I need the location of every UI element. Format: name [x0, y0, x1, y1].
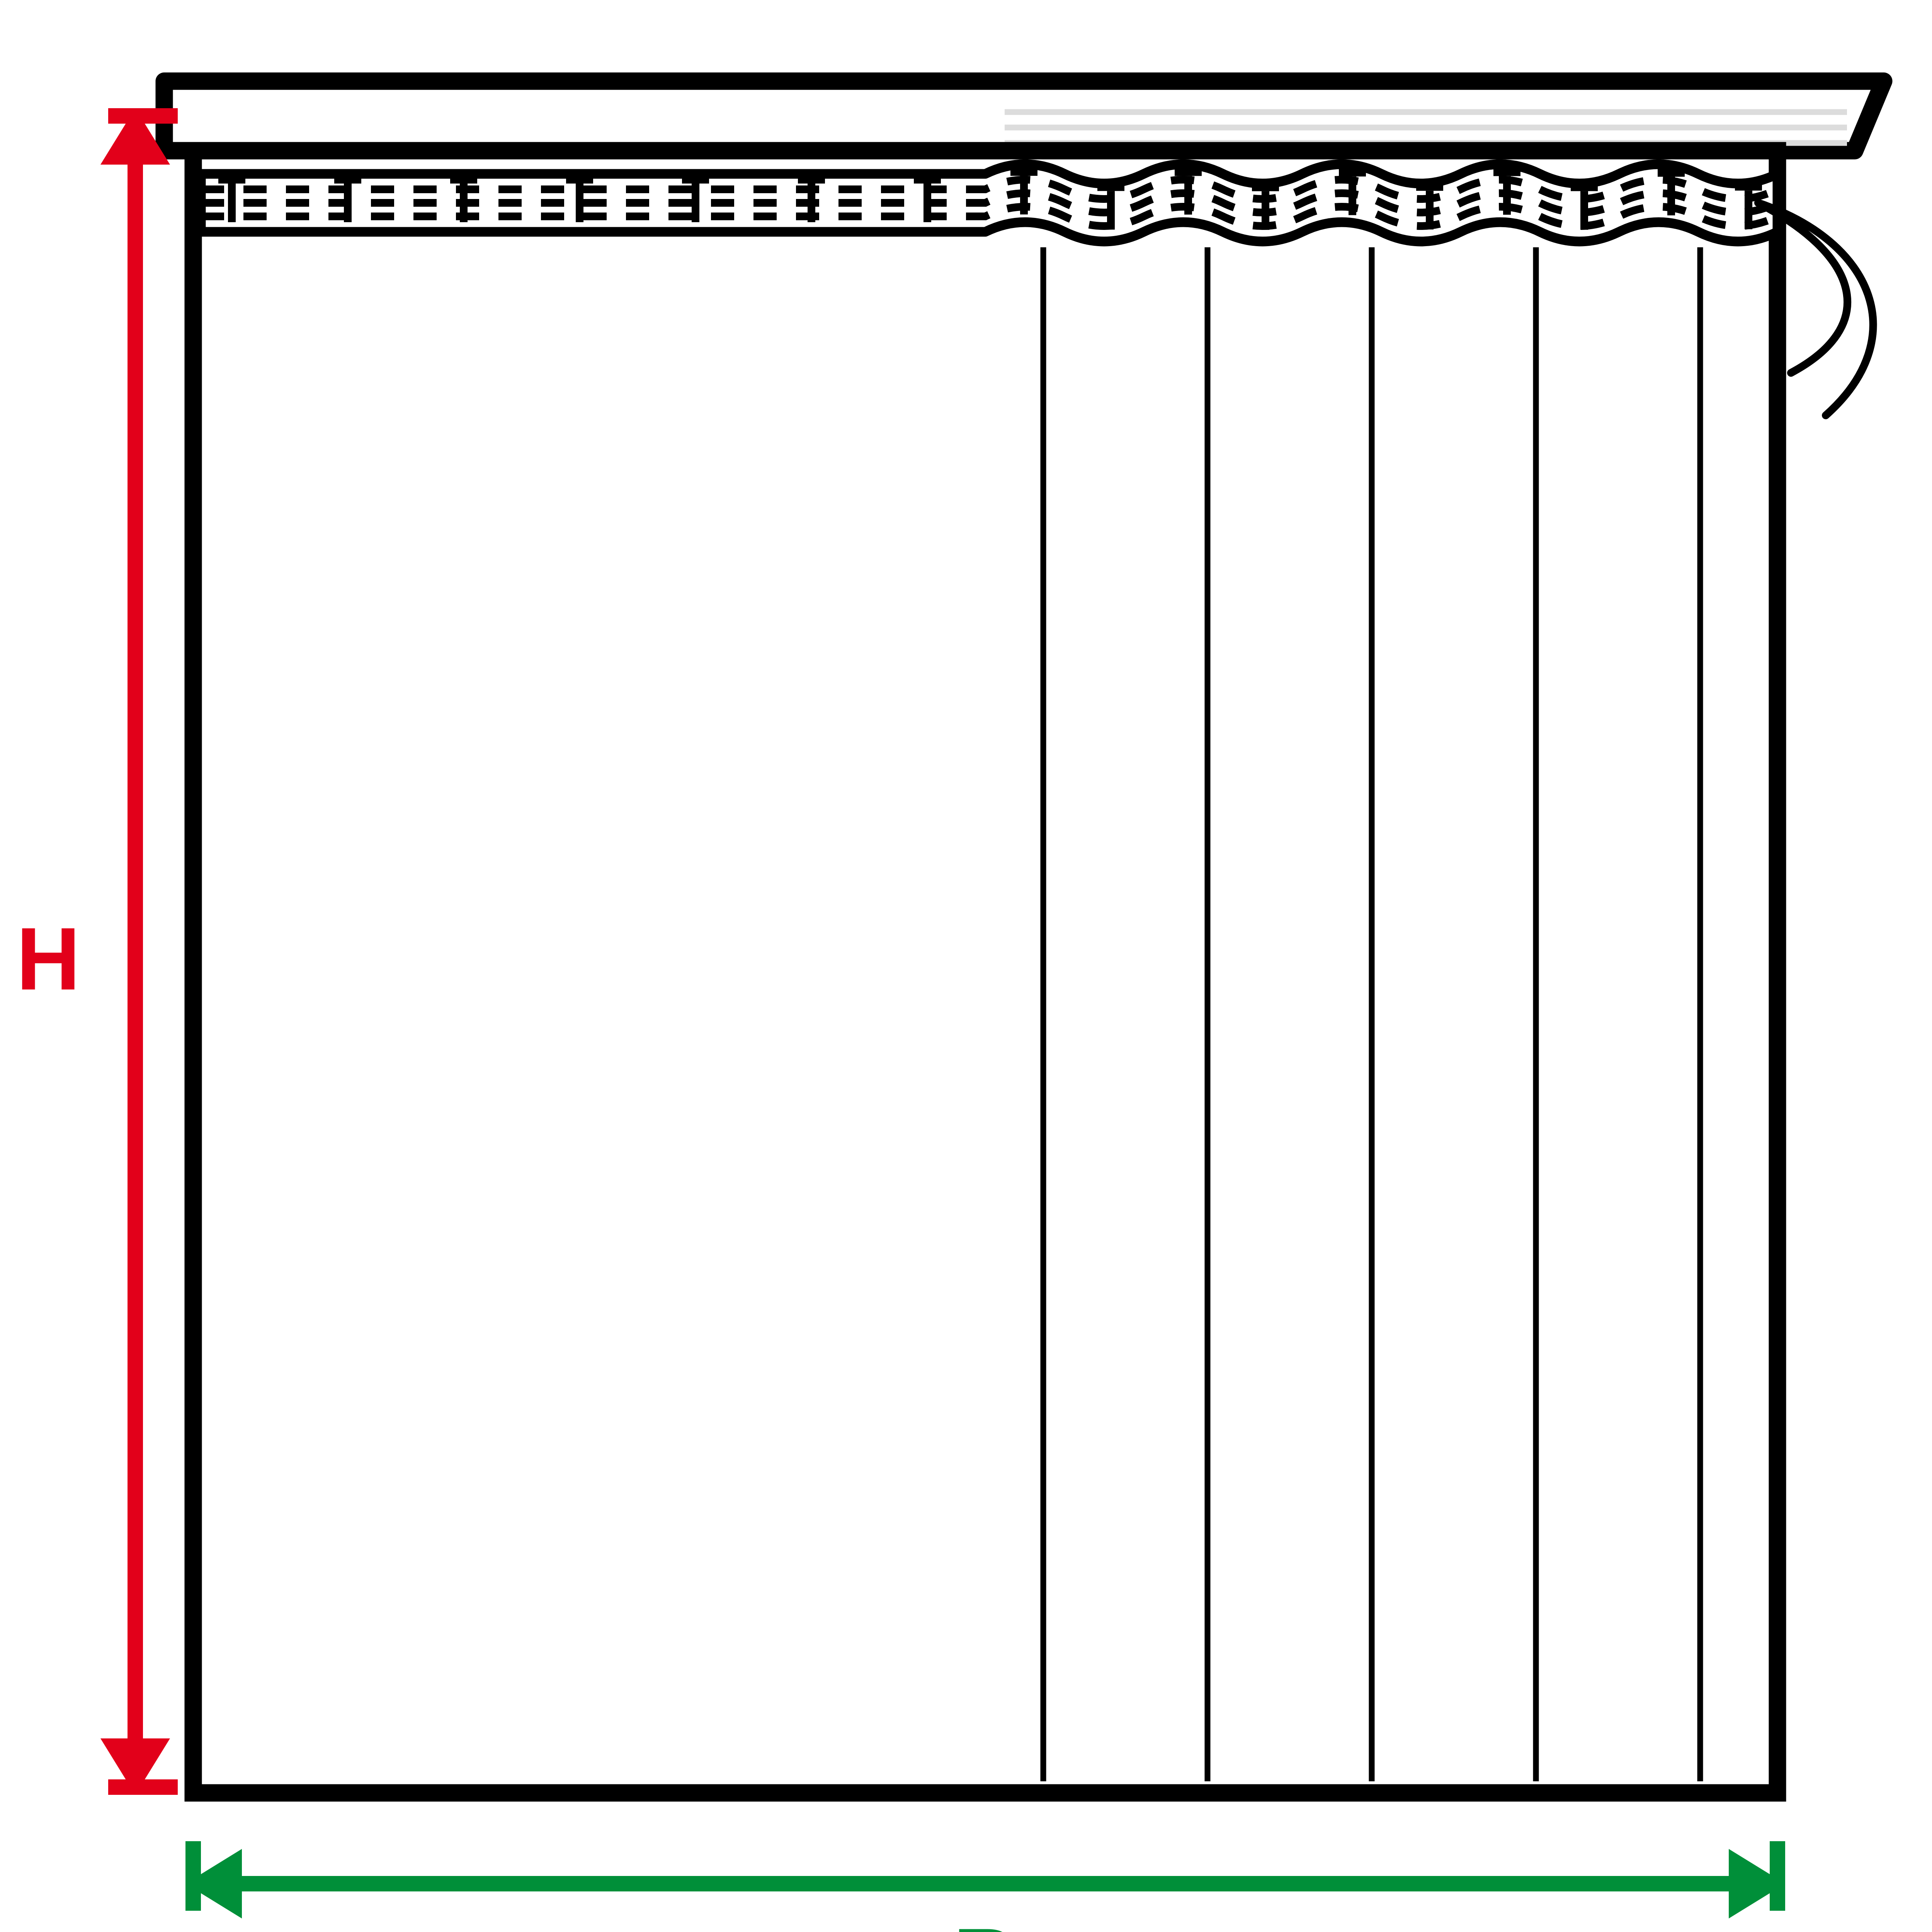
- carrier-cap: [914, 174, 941, 184]
- carrier-cap: [566, 174, 593, 184]
- carrier-cap: [798, 174, 825, 184]
- dimension-h-label: H: [16, 909, 80, 1009]
- carrier-cap: [1416, 181, 1443, 191]
- carrier-cap: [1571, 182, 1598, 191]
- carrier-cap: [1252, 182, 1279, 191]
- carrier-cap: [334, 174, 361, 184]
- carrier-cap: [1658, 167, 1685, 177]
- carrier-cap: [1010, 166, 1037, 176]
- blinds-dimension-diagram: HB: [0, 0, 1932, 1932]
- carrier-cap: [1339, 167, 1366, 177]
- carrier-cap: [450, 174, 477, 184]
- dimension-b-label: B: [953, 1910, 1017, 1932]
- carrier-cap: [1735, 181, 1762, 190]
- carrier-cap: [218, 174, 245, 184]
- carrier-cap: [1175, 166, 1202, 176]
- carrier-cap: [1493, 167, 1520, 176]
- carrier-cap: [1097, 181, 1124, 191]
- carrier-cap: [682, 174, 709, 184]
- blind-outer-frame: [193, 151, 1777, 1793]
